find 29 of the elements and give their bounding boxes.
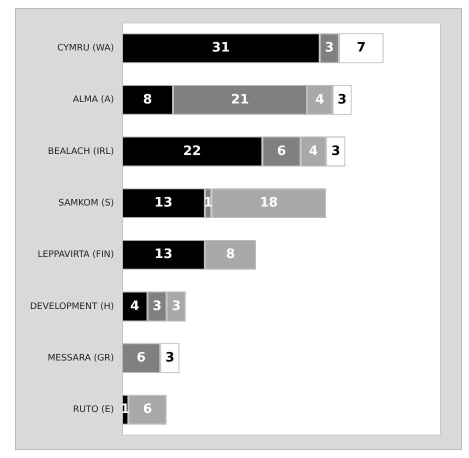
data-label: 4 xyxy=(315,92,324,108)
y-tick-label: CYMRU (WA) xyxy=(57,44,114,54)
y-tick-label: SAMKOM (S) xyxy=(58,198,114,209)
y-tick-label: BEALACH (IRL) xyxy=(48,146,114,157)
data-label: 6 xyxy=(276,144,286,159)
data-label: 4 xyxy=(130,298,140,314)
y-tick-label: LEPPAVIRTA (FIN) xyxy=(38,250,114,260)
data-label: 13 xyxy=(154,196,173,211)
data-label: 4 xyxy=(308,144,318,159)
y-tick-label: MESSARA (GR) xyxy=(48,353,114,364)
data-label: 3 xyxy=(172,298,181,314)
data-label: 18 xyxy=(260,196,278,211)
y-tick-label: DEVELOPMENT (H) xyxy=(30,302,114,312)
data-label: 8 xyxy=(142,92,152,108)
y-tick-label: ALMA (A) xyxy=(72,95,114,106)
data-label: 7 xyxy=(356,40,366,56)
data-label: 6 xyxy=(136,350,146,366)
data-label: 13 xyxy=(154,247,173,262)
data-label: 3 xyxy=(152,298,162,314)
data-label: 3 xyxy=(338,92,347,108)
data-label: 31 xyxy=(212,40,230,56)
data-label: 8 xyxy=(226,247,235,262)
data-label: 3 xyxy=(165,350,174,366)
data-label: 6 xyxy=(142,402,152,418)
data-label: 22 xyxy=(183,144,202,159)
data-label: 21 xyxy=(230,92,250,108)
data-label: 3 xyxy=(331,144,340,159)
data-label: 3 xyxy=(324,40,334,56)
y-tick-label: RUTO (E) xyxy=(72,405,114,416)
